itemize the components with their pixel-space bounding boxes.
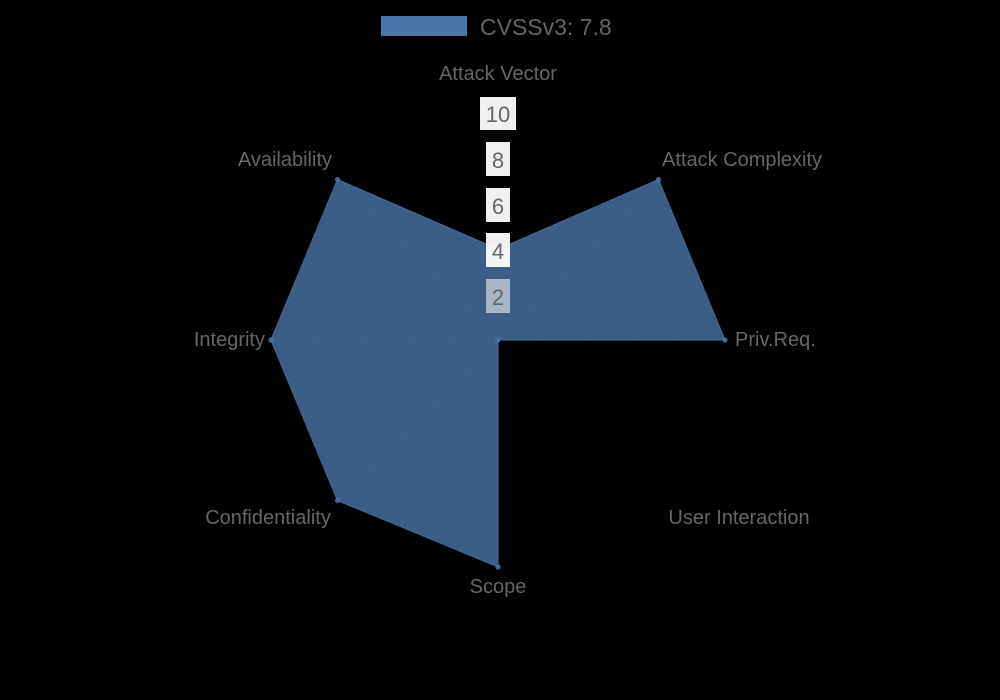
- svg-text:10: 10: [486, 102, 510, 127]
- svg-text:Attack Complexity: Attack Complexity: [662, 149, 822, 171]
- svg-text:CVSSv3: 7.8: CVSSv3: 7.8: [480, 14, 612, 40]
- svg-text:Availability: Availability: [238, 149, 332, 171]
- svg-text:6: 6: [492, 194, 504, 219]
- svg-text:Confidentiality: Confidentiality: [205, 507, 331, 529]
- svg-text:8: 8: [492, 148, 504, 173]
- svg-text:Priv.Req.: Priv.Req.: [735, 329, 816, 351]
- svg-text:User Interaction: User Interaction: [668, 507, 809, 529]
- svg-text:Scope: Scope: [470, 576, 527, 598]
- svg-text:4: 4: [492, 239, 504, 264]
- svg-text:Integrity: Integrity: [194, 329, 265, 351]
- svg-text:Attack Vector: Attack Vector: [439, 63, 557, 85]
- svg-text:2: 2: [492, 285, 504, 310]
